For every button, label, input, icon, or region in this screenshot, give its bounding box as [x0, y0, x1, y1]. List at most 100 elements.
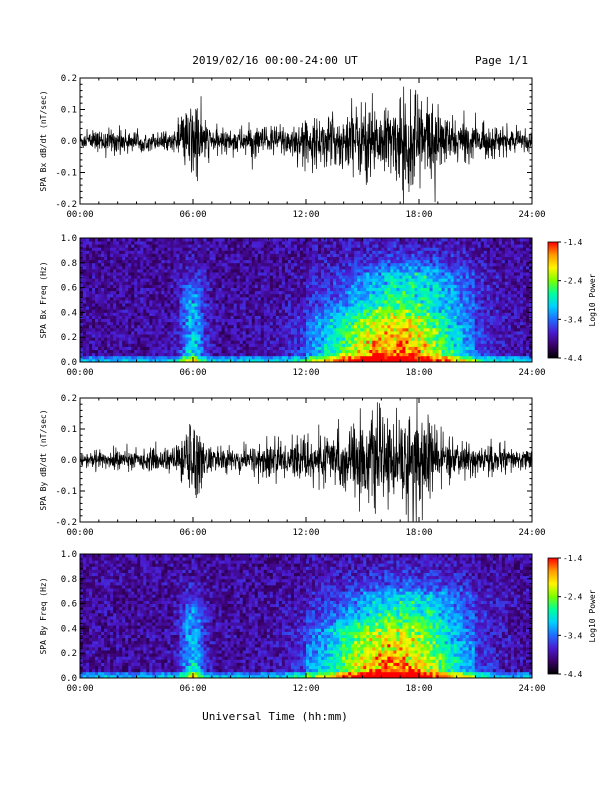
spectrogram-cell — [83, 327, 87, 332]
spectrogram-cell — [227, 275, 232, 279]
spectrogram-cell — [339, 262, 343, 267]
spectrogram-cell — [387, 312, 391, 316]
spectrogram-cell — [441, 244, 446, 248]
spectrogram-cell — [417, 284, 421, 288]
spectrogram-cell — [176, 327, 180, 332]
spectrogram-cell — [95, 247, 99, 251]
spectrogram-cell — [351, 247, 355, 251]
spectrogram-cell — [342, 247, 346, 251]
spectrogram-cell — [378, 262, 382, 267]
spectrogram-cell — [432, 275, 436, 279]
spectrogram-cell — [173, 340, 177, 344]
spectrogram-cell — [378, 238, 382, 242]
spectrogram-cell — [360, 343, 364, 347]
spectrogram-cell — [306, 340, 310, 344]
spectrogram-cell — [221, 241, 226, 245]
spectrogram-cell — [89, 343, 93, 347]
spectrogram-cell — [236, 318, 241, 323]
spectrogram-cell — [420, 287, 424, 292]
spectrogram-cell — [360, 284, 364, 288]
spectrogram-cell — [140, 337, 144, 341]
spectrogram-cell — [275, 269, 280, 273]
spectrogram-cell — [152, 327, 156, 332]
spectrogram-cell — [188, 346, 192, 350]
spectrogram-cell — [420, 275, 424, 279]
spectrogram-cell — [245, 244, 250, 248]
spectrogram-cell — [242, 303, 247, 307]
spectrogram-cell — [131, 250, 135, 254]
spectrogram-cell — [131, 358, 135, 363]
spectrogram-cell — [104, 349, 108, 354]
spectrogram-cell — [218, 337, 223, 341]
spectrogram-cell — [257, 275, 262, 279]
spectrogram-cell — [354, 287, 358, 292]
spectrogram-cell — [200, 265, 204, 270]
spectrogram-cell — [357, 296, 361, 301]
spectrogram-cell — [339, 346, 343, 350]
spectrogram-cell — [269, 312, 274, 316]
spectrogram-cell — [290, 241, 295, 245]
spectrogram-cell — [351, 241, 355, 245]
spectrogram-cell — [155, 281, 159, 285]
spectrogram-cell — [149, 318, 153, 323]
spectrogram-cell — [116, 259, 120, 264]
spectrogram-cell — [375, 265, 379, 270]
spectrogram-cell — [182, 334, 186, 338]
spectrogram-cell — [342, 309, 346, 313]
spectrogram-cell — [417, 281, 421, 285]
spectrogram-cell — [110, 238, 114, 242]
spectrogram-cell — [435, 355, 439, 360]
spectrogram-cell — [227, 259, 232, 264]
spectrogram-cell — [444, 355, 449, 360]
spectrogram-cell — [164, 315, 168, 319]
spectrogram-cell — [167, 346, 171, 350]
spectrogram-cell — [254, 318, 259, 323]
spectrogram-cell — [248, 309, 253, 313]
spectrogram-cell — [396, 244, 400, 248]
spectrogram-cell — [360, 312, 364, 316]
spectrogram-cell — [170, 346, 174, 350]
spectrogram-cell — [290, 272, 295, 276]
spectrogram-cell — [278, 296, 283, 301]
spectrogram-cell — [414, 324, 418, 329]
spectrogram-cell — [218, 290, 223, 295]
spectrogram-cell — [375, 331, 379, 335]
spectrogram-cell — [414, 337, 418, 341]
spectrogram-cell — [432, 306, 436, 310]
spectrogram-cell — [369, 327, 373, 332]
spectrogram-cell — [209, 238, 213, 242]
spectrogram-cell — [444, 315, 449, 319]
spectrogram-cell — [315, 256, 319, 261]
spectrogram-cell — [146, 256, 150, 261]
spectrogram-cell — [80, 303, 84, 307]
spectrogram-cell — [426, 296, 430, 301]
spectrogram-cell — [170, 327, 174, 332]
spectrogram-cell — [251, 340, 256, 344]
spectrogram-cell — [197, 346, 201, 350]
spectrogram-cell — [143, 265, 147, 270]
spectrogram-cell — [164, 265, 168, 270]
spectrogram-cell — [161, 337, 165, 341]
spectrogram-cell — [327, 312, 331, 316]
spectrogram-cell — [146, 303, 150, 307]
spectrogram-cell — [441, 272, 446, 276]
spectrogram-cell — [390, 303, 394, 307]
spectrogram-cell — [342, 265, 346, 270]
spectrogram-cell — [369, 244, 373, 248]
spectrogram-cell — [278, 275, 283, 279]
spectrogram-cell — [236, 300, 241, 304]
spectrogram-cell — [387, 253, 391, 257]
spectrogram-cell — [345, 287, 349, 292]
spectrogram-cell — [429, 321, 433, 326]
spectrogram-cell — [402, 238, 406, 242]
spectrogram-cell — [107, 334, 111, 338]
spectrogram-cell — [266, 256, 271, 261]
spectrogram-cell — [348, 312, 352, 316]
spectrogram-cell — [170, 358, 174, 363]
spectrogram-cell — [390, 315, 394, 319]
spectrogram-cell — [251, 346, 256, 350]
spectrogram-cell — [360, 238, 364, 242]
spectrogram-cell — [215, 321, 220, 326]
spectrogram-cell — [194, 241, 198, 245]
spectrogram-cell — [149, 352, 153, 357]
